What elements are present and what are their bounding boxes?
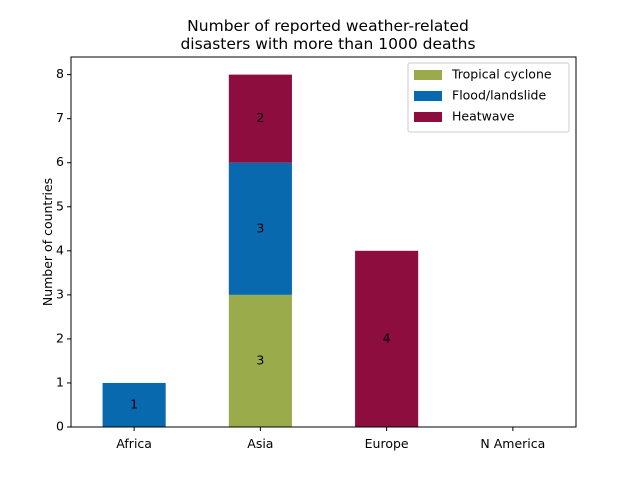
bar-value-label-africa-flood-landslide: 1 xyxy=(130,396,138,411)
x-tick-label-europe: Europe xyxy=(365,436,409,451)
bar-value-label-asia-flood-landslide: 3 xyxy=(256,220,264,235)
y-tick-label-5: 5 xyxy=(56,198,64,213)
x-tick-label-africa: Africa xyxy=(116,436,152,451)
bar-value-label-asia-heatwave: 2 xyxy=(256,110,264,125)
legend-label-tropical-cyclone: Tropical cyclone xyxy=(451,67,552,82)
chart-title: Number of reported weather-related disas… xyxy=(180,17,475,53)
chart-title-line-1: Number of reported weather-related xyxy=(187,17,469,35)
bar-value-label-asia-tropical-cyclone: 3 xyxy=(256,352,264,367)
x-tick-label-asia: Asia xyxy=(247,436,273,451)
y-tick-label-7: 7 xyxy=(56,110,64,125)
legend-swatch-heatwave xyxy=(414,112,442,122)
bar-value-label-europe-heatwave: 4 xyxy=(383,330,391,345)
legend-swatch-flood-landslide xyxy=(414,91,442,101)
y-tick-label-3: 3 xyxy=(56,286,64,301)
legend: Tropical cyclone Flood/landslide Heatwave xyxy=(408,63,569,132)
y-tick-label-1: 1 xyxy=(56,374,64,389)
y-tick-label-4: 4 xyxy=(56,242,64,257)
x-tick-label-n-america: N America xyxy=(480,436,545,451)
y-tick-label-6: 6 xyxy=(56,154,64,169)
chart-title-line-2: disasters with more than 1000 deaths xyxy=(180,35,475,53)
y-tick-label-0: 0 xyxy=(56,419,64,434)
legend-swatch-tropical-cyclone xyxy=(414,70,442,80)
legend-label-heatwave: Heatwave xyxy=(452,109,515,124)
y-tick-label-8: 8 xyxy=(56,66,64,81)
legend-label-flood-landslide: Flood/landslide xyxy=(452,88,546,103)
y-tick-label-2: 2 xyxy=(56,330,64,345)
y-axis-label: Number of countries xyxy=(40,178,55,306)
